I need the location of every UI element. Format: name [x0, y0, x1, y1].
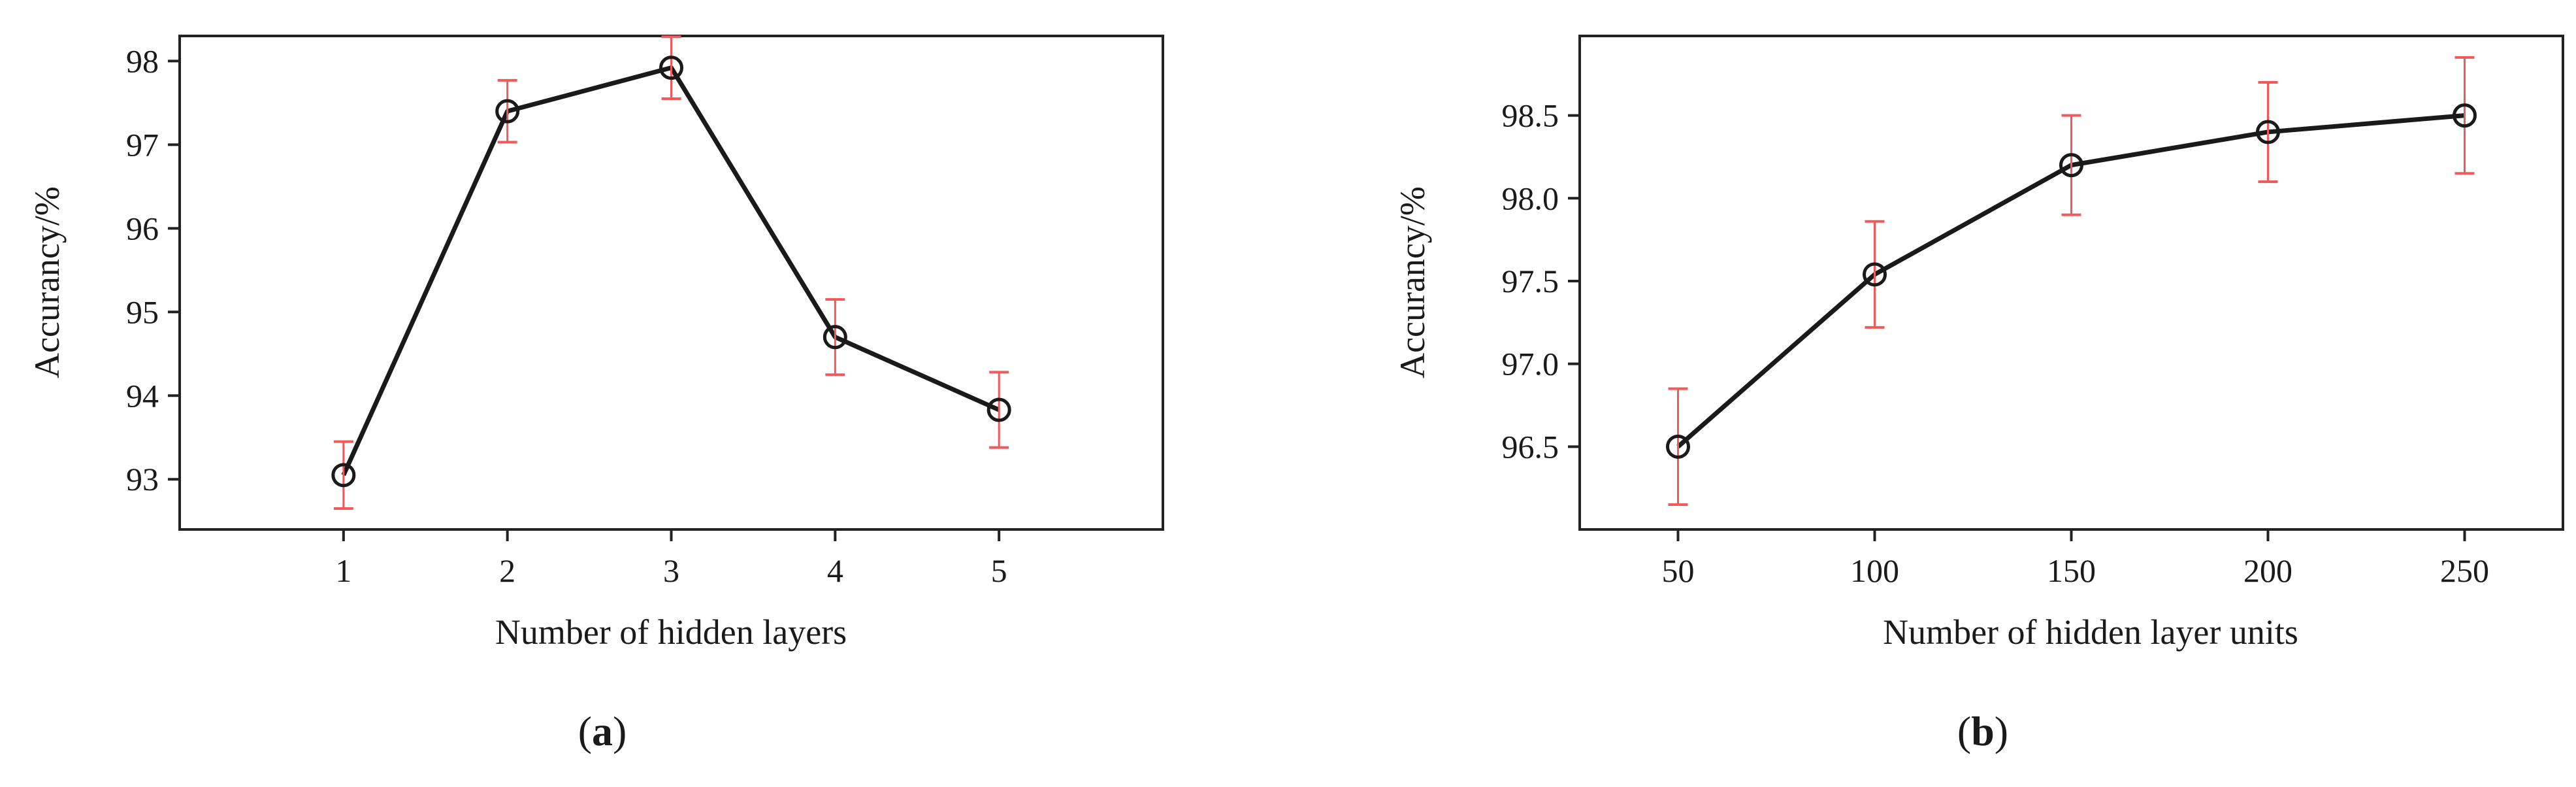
panel-a-data-point — [331, 463, 356, 488]
panel-a-data-point — [495, 99, 520, 124]
panel-a-error-bar — [497, 78, 517, 144]
panel-a-data-point — [823, 325, 847, 350]
panel-a-caption: (a) — [578, 708, 627, 754]
panel-b-ytick-label: 97.0 — [1502, 346, 1559, 382]
panel-a-xtick-label: 4 — [827, 552, 843, 589]
panel-b-error-bar — [2454, 56, 2475, 175]
panel-a-marks: 1 2 3 4 5 93 94 95 96 97 98 — [126, 35, 1011, 589]
panel-a-data-point — [659, 56, 683, 80]
panel-b-xtick-label: 200 — [2243, 552, 2292, 589]
panel-a-xtick-label: 1 — [335, 552, 351, 589]
panel-a-ytick-label: 97 — [126, 126, 159, 163]
panel-b-chart: 50 100 150 200 250 96.5 97.0 97.5 98.0 98.5 Numbe… — [1393, 35, 2564, 754]
panel-b-ytick-label: 98.0 — [1502, 180, 1559, 216]
panel-b-xtick-label: 150 — [2047, 552, 2096, 589]
panel-b-error-bar — [2258, 80, 2278, 183]
panel-a-data-point — [986, 397, 1011, 422]
panel-b-plot-frame — [1578, 35, 2564, 531]
panel-a-series-line — [341, 65, 1000, 477]
panel-a-ylabel: Accurancy/% — [27, 186, 67, 378]
panel-b-data-point — [2059, 153, 2083, 178]
panel-b-xtick-label: 50 — [1662, 552, 1695, 589]
panel-b-ytick-label: 96.5 — [1502, 428, 1559, 465]
panel-a-plot-frame — [178, 35, 1164, 531]
panel-b-error-bar — [1865, 220, 1885, 329]
panel-a-ytick-label: 95 — [126, 293, 159, 330]
panel-b-ytick-label: 98.5 — [1502, 97, 1559, 134]
panel-b-xtick-label: 250 — [2440, 552, 2489, 589]
panel-a-error-bar — [333, 440, 353, 511]
panel-a-ytick-label: 94 — [126, 377, 159, 414]
panel-b-xtick-label: 100 — [1850, 552, 1899, 589]
panel-a-ytick-label: 98 — [126, 42, 159, 79]
panel-a-xtick-label: 2 — [499, 552, 515, 589]
panel-a-error-bar — [989, 371, 1009, 449]
panel-a-ytick-label: 93 — [126, 461, 159, 497]
panel-a-xlabel: Number of hidden layers — [495, 612, 847, 652]
panel-b-xlabel: Number of hidden layer units — [1883, 612, 2298, 652]
panel-a-error-bar — [661, 35, 681, 100]
panel-a-chart: 1 2 3 4 5 93 94 95 96 97 98 Number of hidden layer… — [27, 35, 1164, 754]
panel-b-marks: 50 100 150 200 250 96.5 97.0 97.5 98.0 98.5 — [1502, 56, 2489, 589]
panel-b-data-point — [2256, 120, 2280, 144]
panel-a-xtick-label: 5 — [991, 552, 1007, 589]
panel-a-error-bar — [825, 298, 845, 377]
panel-b-data-point — [1666, 434, 1690, 459]
panel-b-error-bar — [1668, 387, 1688, 506]
panel-b-caption: (b) — [1957, 708, 2008, 754]
panel-b-data-point — [2453, 103, 2477, 128]
panel-a-ytick-label: 96 — [126, 210, 159, 246]
panel-b-ytick-label: 97.5 — [1502, 263, 1559, 299]
panel-b-ylabel: Accurancy/% — [1393, 186, 1432, 378]
panel-b-error-bar — [2061, 114, 2081, 216]
panel-a-xtick-label: 3 — [663, 552, 679, 589]
panel-b-data-point — [1863, 262, 1887, 287]
